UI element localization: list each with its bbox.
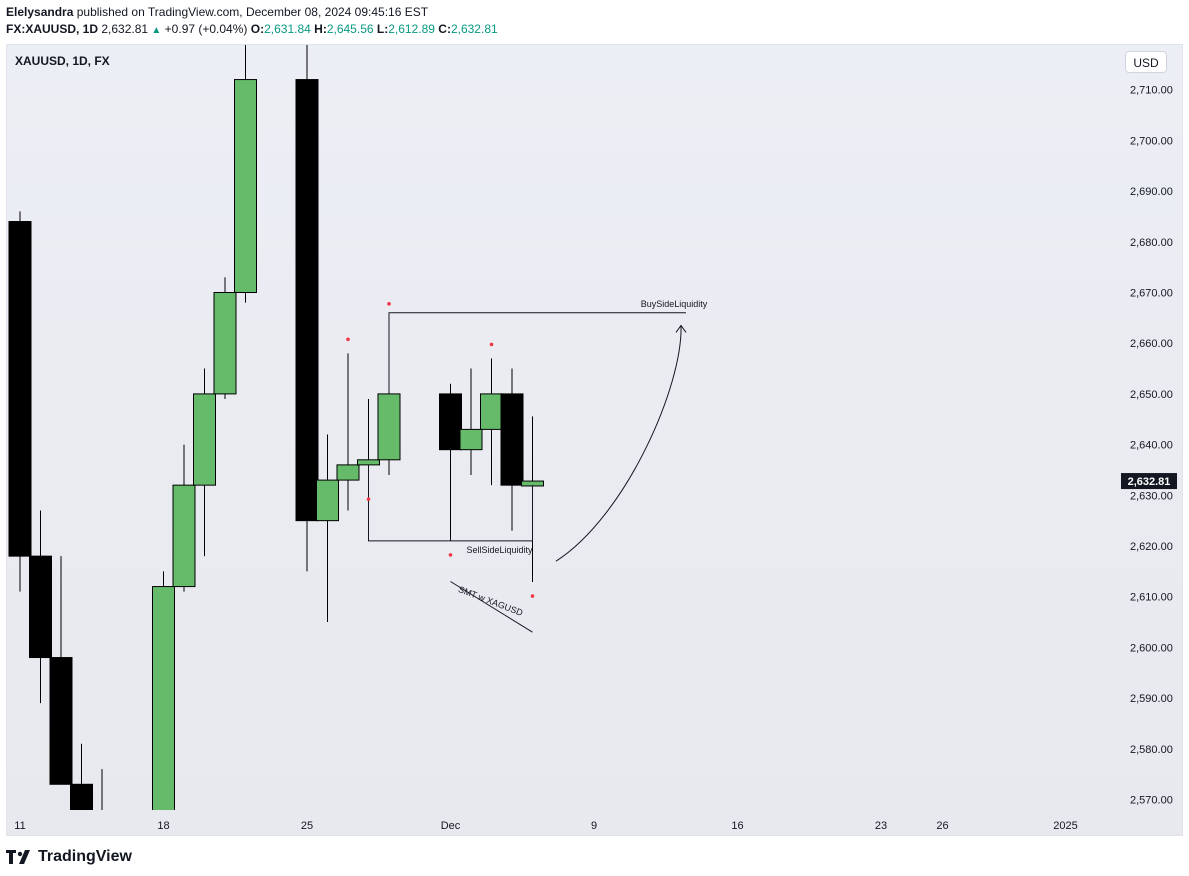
currency-button[interactable]: USD xyxy=(1125,51,1167,73)
pivot-marker-dot xyxy=(366,497,371,501)
pivot-marker-dot xyxy=(448,553,453,557)
x-tick-label: 9 xyxy=(591,820,597,832)
chart-canvas[interactable]: 2,570.00 2,580.00 2,590.00 2,600.00 2,610.00… xyxy=(7,45,1183,836)
y-tick-label: 2,680.00 xyxy=(1130,237,1173,249)
projection-arrowhead xyxy=(675,324,687,333)
candle-body xyxy=(193,393,216,486)
smt-divergence-line xyxy=(450,581,533,633)
x-tick-label: 11 xyxy=(14,820,25,832)
candle-body xyxy=(152,586,175,810)
candle-body xyxy=(29,555,52,659)
x-tick-label: 25 xyxy=(301,820,313,832)
buyside-liquidity-label: BuySideLiquidity xyxy=(641,299,708,309)
buyside-liquidity-line xyxy=(388,312,686,394)
y-tick-label: 2,620.00 xyxy=(1130,541,1173,553)
last-price-badge-label: 2,632.81 xyxy=(1128,476,1171,488)
smt-label: SMT w XAGUSD xyxy=(457,584,525,618)
y-tick-label: 2,700.00 xyxy=(1130,135,1173,147)
candle-body xyxy=(234,79,257,294)
candle-body xyxy=(91,820,113,836)
y-tick-label: 2,610.00 xyxy=(1130,592,1173,604)
candle-body xyxy=(459,428,483,451)
y-tick-label: 2,640.00 xyxy=(1130,440,1173,452)
brand-name: TradingView xyxy=(38,848,132,865)
candle-body xyxy=(70,783,93,810)
y-tick-label: 2,710.00 xyxy=(1130,85,1173,97)
symbol-label: FX:XAUUSD, 1D xyxy=(6,22,99,36)
last-price-badge xyxy=(1121,473,1177,490)
author-name[interactable]: Elelysandra xyxy=(6,5,74,19)
y-tick-label: 2,630.00 xyxy=(1130,490,1173,502)
projection-arrow xyxy=(555,325,682,562)
price-change: +0.97 (+0.04%) xyxy=(164,22,248,36)
candle-body xyxy=(213,292,237,395)
candle-body xyxy=(336,464,360,481)
high-label: H: xyxy=(314,22,327,36)
y-tick-label: 2,570.00 xyxy=(1130,795,1173,807)
open-label: O: xyxy=(250,22,265,36)
y-tick-label: 2,670.00 xyxy=(1130,288,1173,300)
y-tick-label: 2,590.00 xyxy=(1130,693,1173,705)
pivot-marker-dot xyxy=(346,337,350,342)
candle-body xyxy=(295,79,319,522)
pivot-marker-dot xyxy=(530,594,535,598)
candle-body xyxy=(500,393,524,486)
published-text: published on TradingView.com, December 0… xyxy=(76,5,429,19)
sellside-liquidity-line xyxy=(368,464,533,542)
close-label: C: xyxy=(438,22,451,36)
close-value: 2,632.81 xyxy=(450,22,498,36)
candle-body xyxy=(49,657,73,785)
candle-body xyxy=(439,393,462,451)
publish-line: Elelysandra published on TradingView.com… xyxy=(6,4,498,21)
candle-body xyxy=(316,479,339,522)
x-tick-label: Dec xyxy=(441,820,461,832)
candle-body xyxy=(377,393,401,461)
open-value: 2,631.84 xyxy=(264,22,311,36)
sellside-liquidity-label: SellSideLiquidity xyxy=(466,545,533,555)
pivot-marker-dot xyxy=(489,342,494,347)
y-tick-label: 2,600.00 xyxy=(1130,642,1173,654)
low-value: 2,612.89 xyxy=(388,22,435,36)
ohlc-line: FX:XAUUSD, 1D 2,632.81 ▲ +0.97 (+0.04%) … xyxy=(6,21,498,39)
y-tick-label: 2,580.00 xyxy=(1130,744,1173,756)
y-tick-label: 2,690.00 xyxy=(1130,186,1173,198)
x-tick-label: 26 xyxy=(936,820,948,832)
publish-header: Elelysandra published on TradingView.com… xyxy=(6,4,498,39)
last-price: 2,632.81 xyxy=(101,22,149,36)
y-tick-label: 2,650.00 xyxy=(1130,389,1173,401)
chart-pane[interactable]: 2,570.00 2,580.00 2,590.00 2,600.00 2,610.00… xyxy=(6,44,1183,836)
footer-brand[interactable]: TradingView xyxy=(6,846,132,868)
candle-body xyxy=(8,221,32,557)
x-tick-label: 16 xyxy=(731,820,743,832)
candle-body xyxy=(172,484,196,588)
pivot-marker-dot xyxy=(387,302,391,306)
chart-title: XAUUSD, 1D, FX xyxy=(15,54,110,68)
high-value: 2,645.56 xyxy=(326,22,374,36)
x-tick-label: 23 xyxy=(875,820,887,832)
y-tick-label: 2,660.00 xyxy=(1130,338,1173,350)
tradingview-logo-icon xyxy=(6,850,30,864)
x-tick-label: 18 xyxy=(157,820,169,832)
low-label: L: xyxy=(376,22,389,36)
up-triangle-icon: ▲ xyxy=(151,25,162,36)
candle-body xyxy=(357,459,380,466)
x-tick-label: 2025 xyxy=(1053,820,1077,832)
plot-area xyxy=(8,45,687,836)
candle-body xyxy=(480,393,503,430)
